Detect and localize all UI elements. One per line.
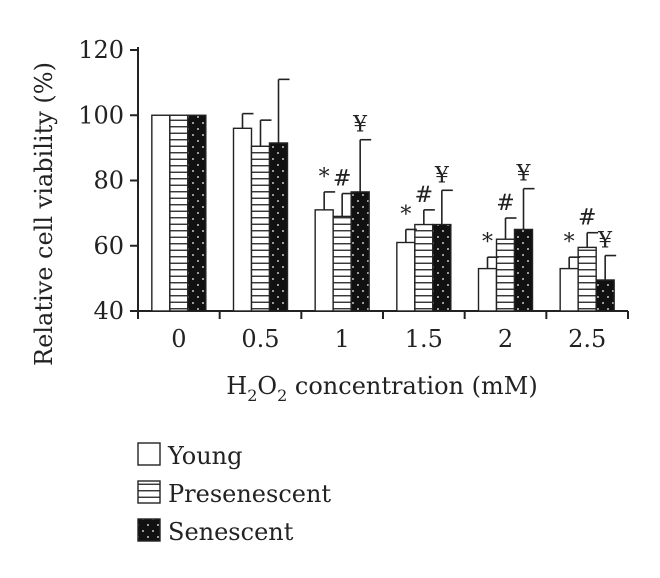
bar-senescent-2 bbox=[513, 228, 534, 312]
y-tick-label: 80 bbox=[93, 167, 124, 195]
bar-senescent-2.5 bbox=[595, 279, 615, 312]
y-axis: 40 60 80 100 120 bbox=[78, 36, 139, 325]
bar-senescent-1.5 bbox=[432, 223, 452, 312]
significance-marker: ¥ bbox=[352, 113, 368, 138]
bar-presenescent-0.5 bbox=[250, 145, 271, 312]
significance-marker: # bbox=[415, 183, 433, 208]
legend-label-young: Young bbox=[167, 442, 242, 470]
x-tick-label: 2.5 bbox=[568, 325, 606, 353]
legend: Young Presenescent Senescent bbox=[137, 442, 331, 546]
significance-marker: * bbox=[319, 165, 330, 190]
legend-swatch-young bbox=[137, 442, 161, 466]
legend-label-presenescent: Presenescent bbox=[168, 480, 331, 508]
y-tick-label: 60 bbox=[93, 232, 124, 260]
bar-senescent-0.5 bbox=[268, 142, 289, 312]
significance-marker: ¥ bbox=[597, 229, 613, 254]
significance-marker: * bbox=[564, 230, 575, 255]
significance-marker: # bbox=[578, 206, 596, 231]
significance-marker: ¥ bbox=[516, 162, 532, 187]
x-tick-label: 2 bbox=[498, 325, 513, 353]
x-axis-title: H2O2 concentration (mM) bbox=[226, 372, 537, 405]
x-axis-title-sub2: 2 bbox=[277, 386, 287, 405]
y-tick-label: 120 bbox=[78, 36, 124, 64]
error-bars-layer bbox=[241, 78, 617, 281]
x-tick-label: 1 bbox=[335, 325, 350, 353]
significance-marker: # bbox=[333, 167, 351, 192]
y-tick-label: 100 bbox=[78, 101, 124, 129]
x-axis-title-o: O bbox=[257, 372, 277, 400]
bar-presenescent-2 bbox=[495, 238, 516, 312]
y-axis-title: Relative cell viability (%) bbox=[30, 62, 58, 366]
significance-markers-layer: * #¥*#¥*#¥*#¥ bbox=[319, 113, 614, 255]
x-tick-label: 0 bbox=[171, 325, 186, 353]
bar-presenescent-1.5 bbox=[414, 223, 434, 312]
significance-marker: ¥ bbox=[434, 163, 450, 188]
bar-young-2 bbox=[477, 267, 498, 312]
bar-young-0 bbox=[151, 114, 171, 312]
legend-swatch-senescent bbox=[137, 518, 161, 542]
bar-senescent-0 bbox=[187, 114, 207, 312]
bar-young-1.5 bbox=[396, 241, 416, 312]
significance-marker: # bbox=[496, 191, 514, 216]
x-tick-label: 1.5 bbox=[405, 325, 443, 353]
x-axis-title-sub1: 2 bbox=[247, 386, 257, 405]
legend-swatch-presenescent bbox=[137, 480, 161, 504]
y-tick-label: 40 bbox=[93, 297, 124, 325]
bar-young-2.5 bbox=[559, 267, 579, 312]
bar-presenescent-1 bbox=[332, 215, 352, 312]
x-axis: 0 0.5 1 1.5 2 2.5 bbox=[137, 310, 629, 353]
bars-layer bbox=[151, 114, 615, 312]
significance-marker: * bbox=[400, 202, 411, 227]
x-axis-title-h: H bbox=[226, 372, 247, 400]
significance-marker: * bbox=[482, 230, 493, 255]
x-tick-label: 0.5 bbox=[241, 325, 279, 353]
bar-senescent-1 bbox=[350, 191, 370, 312]
x-axis-title-rest: concentration (mM) bbox=[287, 372, 537, 400]
bar-presenescent-0 bbox=[169, 114, 189, 312]
bar-young-0.5 bbox=[232, 127, 253, 312]
legend-label-senescent: Senescent bbox=[168, 518, 294, 546]
bar-presenescent-2.5 bbox=[577, 246, 597, 312]
bar-young-1 bbox=[314, 209, 334, 312]
